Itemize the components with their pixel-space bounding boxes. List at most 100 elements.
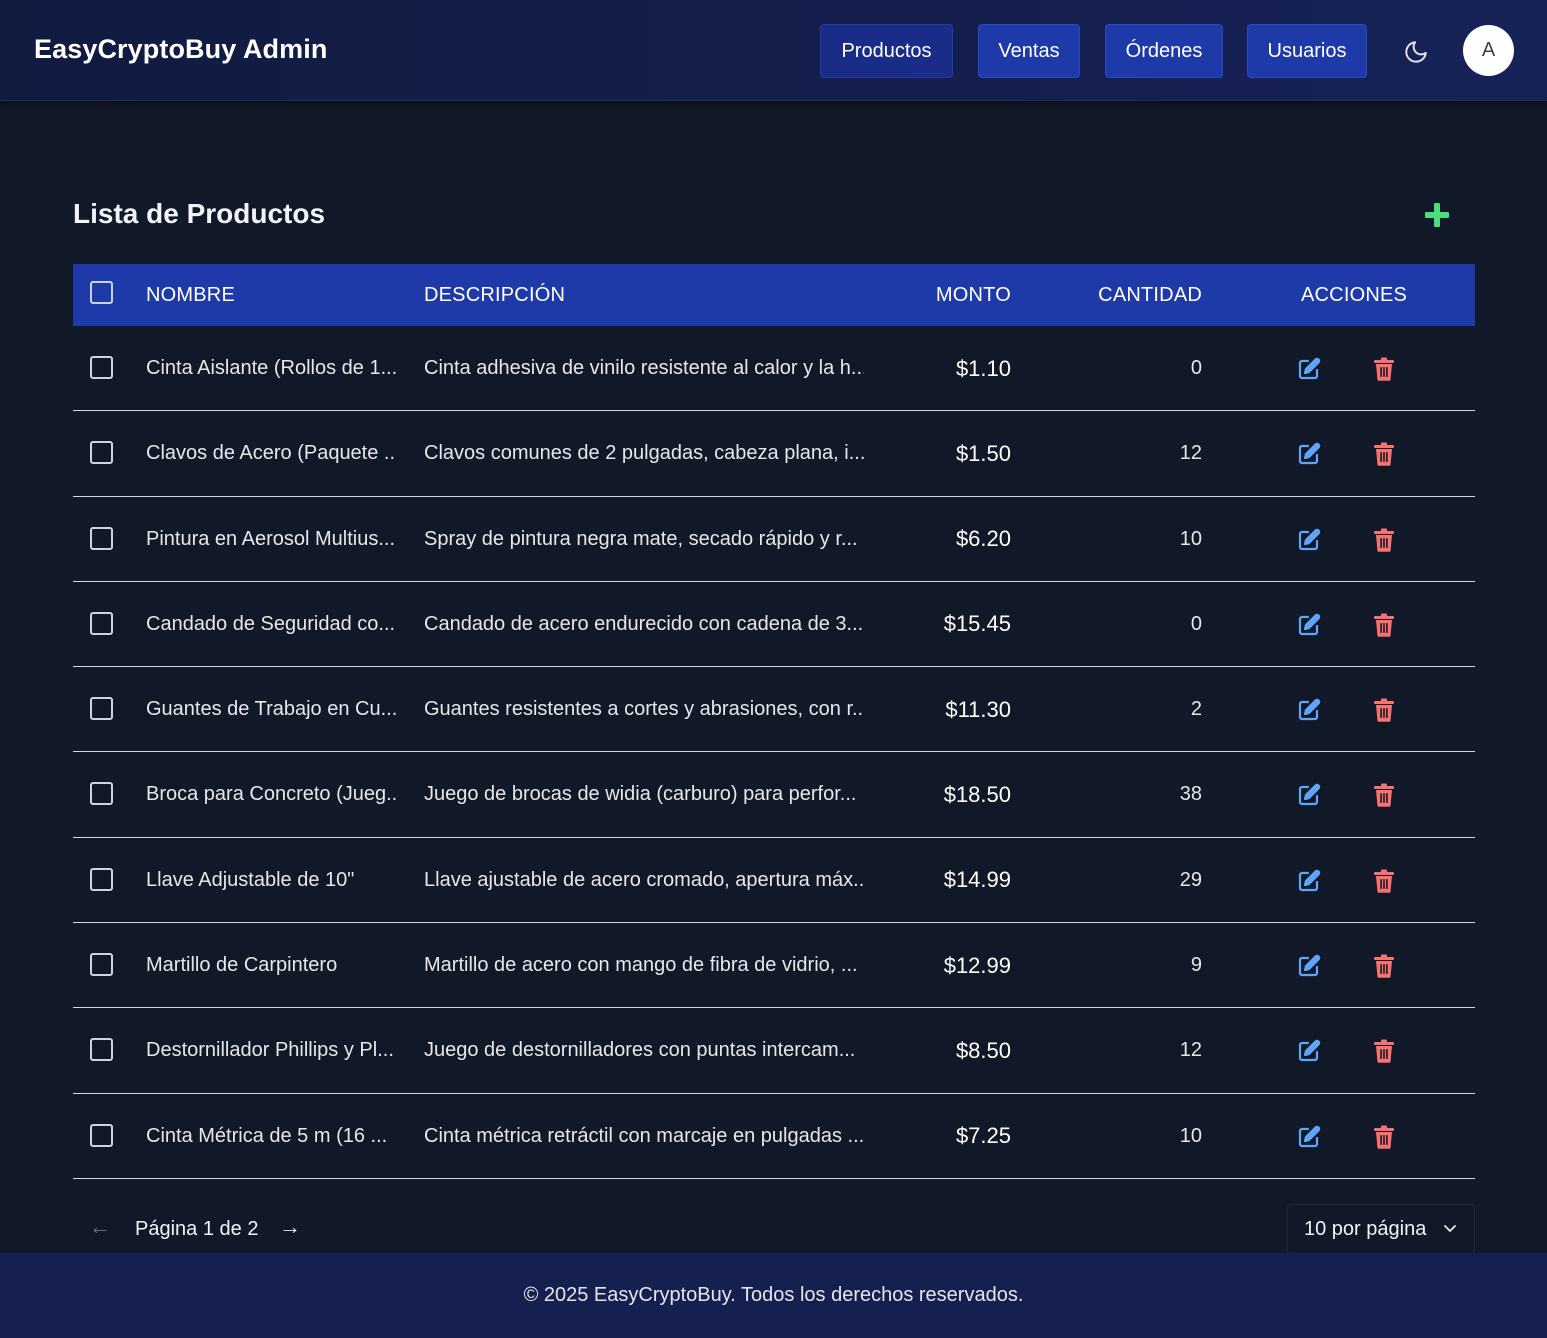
table-row: Candado de Seguridad co... Candado de ace… <box>73 582 1475 668</box>
row-checkbox[interactable] <box>90 953 113 977</box>
row-checkbox[interactable] <box>90 356 113 379</box>
product-price: $11.30 <box>945 696 1011 722</box>
table-body: Cinta Aislante (Rollos de 1... Cinta adhe… <box>73 326 1475 1179</box>
edit-button[interactable] <box>1296 782 1322 808</box>
edit-button[interactable] <box>1296 612 1322 638</box>
prev-page-button[interactable]: ← <box>89 1214 111 1239</box>
product-description: Spray de pintura negra mate, secado rápi… <box>424 527 858 550</box>
table-row: Llave Adjustable de 10" Llave ajustable d… <box>73 838 1475 924</box>
trash-icon <box>1373 954 1395 978</box>
product-quantity: 10 <box>1179 1124 1202 1147</box>
select-all-checkbox[interactable] <box>90 281 113 304</box>
delete-button[interactable] <box>1371 697 1397 723</box>
delete-button[interactable] <box>1371 868 1397 894</box>
trash-icon <box>1373 783 1395 808</box>
edit-icon <box>1297 357 1321 381</box>
row-checkbox[interactable] <box>90 867 113 891</box>
table-row: Pintura en Aerosol Multius... Spray de pi… <box>73 497 1475 582</box>
trash-icon <box>1373 869 1395 893</box>
delete-button[interactable] <box>1371 612 1397 638</box>
next-page-button[interactable]: → <box>279 1214 301 1239</box>
edit-button[interactable] <box>1296 356 1322 382</box>
edit-button[interactable] <box>1296 527 1322 553</box>
trash-icon <box>1373 698 1395 722</box>
product-name: Martillo de Carpintero <box>146 954 338 977</box>
product-price: $12.99 <box>943 952 1011 978</box>
edit-button[interactable] <box>1296 697 1322 723</box>
edit-icon <box>1297 869 1321 893</box>
product-name: Pintura en Aerosol Multius... <box>146 527 396 550</box>
product-description: Juego de destornilladores con puntas int… <box>424 1039 856 1062</box>
column-header-descripcion[interactable]: DESCRIPCIÓN <box>424 283 566 306</box>
table-row: Clavos de Acero (Paquete ... Clavos comun… <box>73 411 1475 497</box>
footer-copyright: © 2025 EasyCryptoBuy. Todos los derechos… <box>523 1284 1024 1306</box>
chevron-down-icon <box>1444 1225 1456 1232</box>
nav-usuarios-button[interactable]: Usuarios <box>1247 24 1367 78</box>
column-header-nombre[interactable]: NOMBRE <box>146 283 235 306</box>
pagination: ← Página 1 de 2 → 10 por página <box>73 1204 1475 1254</box>
delete-button[interactable] <box>1371 782 1397 808</box>
product-description: Cinta adhesiva de vinilo resistente al c… <box>424 357 864 379</box>
delete-button[interactable] <box>1371 953 1397 979</box>
product-quantity: 2 <box>1190 698 1202 721</box>
product-name: Broca para Concreto (Jueg... <box>146 783 396 806</box>
product-price: $1.50 <box>955 440 1011 466</box>
product-description: Llave ajustable de acero cromado, apertu… <box>424 868 864 891</box>
per-page-select[interactable]: 10 por página <box>1287 1204 1475 1254</box>
delete-button[interactable] <box>1371 1038 1397 1064</box>
column-header-cantidad[interactable]: CANTIDAD <box>1098 283 1202 306</box>
delete-button[interactable] <box>1371 527 1397 553</box>
product-quantity: 0 <box>1190 357 1202 379</box>
table-header: NOMBRE DESCRIPCIÓN MONTO CANTIDAD ACCION… <box>73 264 1475 326</box>
row-checkbox[interactable] <box>90 526 113 550</box>
product-price: $18.50 <box>943 781 1011 807</box>
nav-ventas-button[interactable]: Ventas <box>978 24 1080 78</box>
edit-icon <box>1297 954 1321 978</box>
row-checkbox[interactable] <box>90 441 113 465</box>
table-row: Guantes de Trabajo en Cu... Guantes resis… <box>73 667 1475 753</box>
product-price: $6.20 <box>955 526 1011 552</box>
row-checkbox[interactable] <box>90 1123 113 1147</box>
edit-button[interactable] <box>1296 441 1322 467</box>
table-row: Destornillador Phillips y Pl... Juego de … <box>73 1008 1475 1094</box>
per-page-value: 10 por página <box>1304 1217 1427 1240</box>
trash-icon <box>1373 442 1395 467</box>
product-price: $8.50 <box>955 1037 1011 1063</box>
app-header: EasyCryptoBuy Admin Productos Ventas Órd… <box>0 0 1547 101</box>
table-row: Cinta Métrica de 5 m (16 ... Cinta métric… <box>73 1094 1475 1179</box>
product-description: Candado de acero endurecido con cadena d… <box>424 612 864 635</box>
edit-icon <box>1297 528 1321 552</box>
edit-icon <box>1297 1039 1321 1063</box>
row-checkbox[interactable] <box>90 611 113 635</box>
delete-button[interactable] <box>1371 356 1397 382</box>
product-quantity: 12 <box>1179 1039 1202 1062</box>
row-checkbox[interactable] <box>90 697 113 721</box>
delete-button[interactable] <box>1371 1124 1397 1150</box>
column-header-monto[interactable]: MONTO <box>935 283 1011 306</box>
product-price: $7.25 <box>955 1123 1011 1149</box>
page-title: Lista de Productos <box>73 198 326 229</box>
edit-icon <box>1297 1125 1321 1149</box>
edit-button[interactable] <box>1296 868 1322 894</box>
edit-button[interactable] <box>1296 953 1322 979</box>
row-checkbox[interactable] <box>90 1038 113 1062</box>
avatar[interactable]: A <box>1463 25 1514 76</box>
table-row: Martillo de Carpintero Martillo de acero … <box>73 923 1475 1009</box>
trash-icon <box>1373 613 1395 637</box>
add-product-button[interactable] <box>1420 198 1454 232</box>
nav-ordenes-button[interactable]: Órdenes <box>1105 24 1223 78</box>
product-name: Cinta Métrica de 5 m (16 ... <box>146 1124 388 1147</box>
table-row: Broca para Concreto (Jueg... Juego de bro… <box>73 752 1475 838</box>
page-indicator: Página 1 de 2 <box>135 1218 259 1240</box>
product-price: $14.99 <box>943 867 1011 893</box>
trash-icon <box>1373 357 1395 381</box>
row-checkbox[interactable] <box>90 782 113 806</box>
nav-productos-button[interactable]: Productos <box>820 24 953 78</box>
product-description: Martillo de acero con mango de fibra de … <box>424 954 858 977</box>
edit-button[interactable] <box>1296 1124 1322 1150</box>
edit-button[interactable] <box>1296 1038 1322 1064</box>
delete-button[interactable] <box>1371 441 1397 467</box>
product-quantity: 29 <box>1179 868 1202 891</box>
theme-toggle-button[interactable] <box>1398 34 1434 70</box>
product-name: Clavos de Acero (Paquete ... <box>146 442 396 465</box>
